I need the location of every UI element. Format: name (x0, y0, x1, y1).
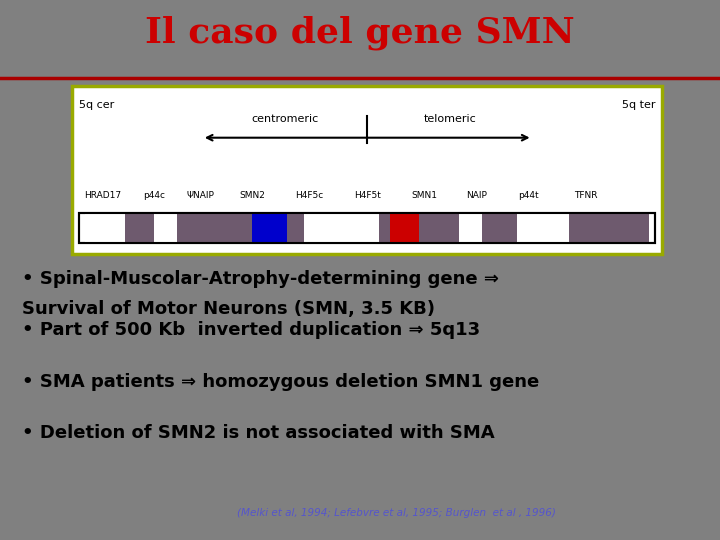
Text: • Part of 500 Kb  inverted duplication ⇒ 5q13: • Part of 500 Kb inverted duplication ⇒ … (22, 321, 480, 339)
Bar (459, 213, 482, 243)
Text: • Deletion of SMN2 is not associated with SMA: • Deletion of SMN2 is not associated wit… (22, 424, 494, 442)
Bar (580, 213, 649, 243)
Bar (79, 213, 655, 243)
Bar (304, 213, 379, 243)
Text: telomeric: telomeric (423, 114, 476, 124)
Text: 5q ter: 5q ter (621, 100, 655, 110)
Text: ΨNAIP: ΨNAIP (186, 191, 214, 200)
Bar (252, 213, 287, 243)
Bar (517, 213, 540, 243)
Bar (125, 213, 154, 243)
Text: H4F5c: H4F5c (295, 191, 324, 200)
Bar (177, 213, 212, 243)
Text: Survival of Motor Neurons (SMN, 3.5 KB): Survival of Motor Neurons (SMN, 3.5 KB) (22, 300, 435, 318)
Bar (540, 213, 569, 243)
Bar (390, 213, 419, 243)
Bar (419, 213, 459, 243)
Text: (Melki et al, 1994; Lefebvre et al, 1995; Burglen  et al , 1996): (Melki et al, 1994; Lefebvre et al, 1995… (237, 508, 555, 518)
Text: p44c: p44c (143, 191, 165, 200)
Text: Il caso del gene SMN: Il caso del gene SMN (145, 15, 575, 50)
Text: HRAD17: HRAD17 (84, 191, 121, 200)
Bar (569, 213, 580, 243)
FancyBboxPatch shape (72, 86, 662, 254)
Text: • Spinal-Muscolar-Atrophy-determining gene ⇒: • Spinal-Muscolar-Atrophy-determining ge… (22, 270, 498, 288)
Bar (85, 213, 125, 243)
Text: centromeric: centromeric (251, 114, 318, 124)
Text: • SMA patients ⇒ homozygous deletion SMN1 gene: • SMA patients ⇒ homozygous deletion SMN… (22, 373, 539, 390)
Text: TFNR: TFNR (575, 191, 598, 200)
Text: SMN1: SMN1 (412, 191, 438, 200)
Text: H4F5t: H4F5t (354, 191, 381, 200)
Text: p44t: p44t (518, 191, 539, 200)
Bar (482, 213, 517, 243)
Bar (287, 213, 304, 243)
Bar (79, 213, 655, 243)
Text: NAIP: NAIP (467, 191, 487, 200)
Bar (379, 213, 390, 243)
Bar (154, 213, 177, 243)
Text: SMN2: SMN2 (239, 191, 265, 200)
Text: 5q cer: 5q cer (79, 100, 114, 110)
Bar (212, 213, 252, 243)
